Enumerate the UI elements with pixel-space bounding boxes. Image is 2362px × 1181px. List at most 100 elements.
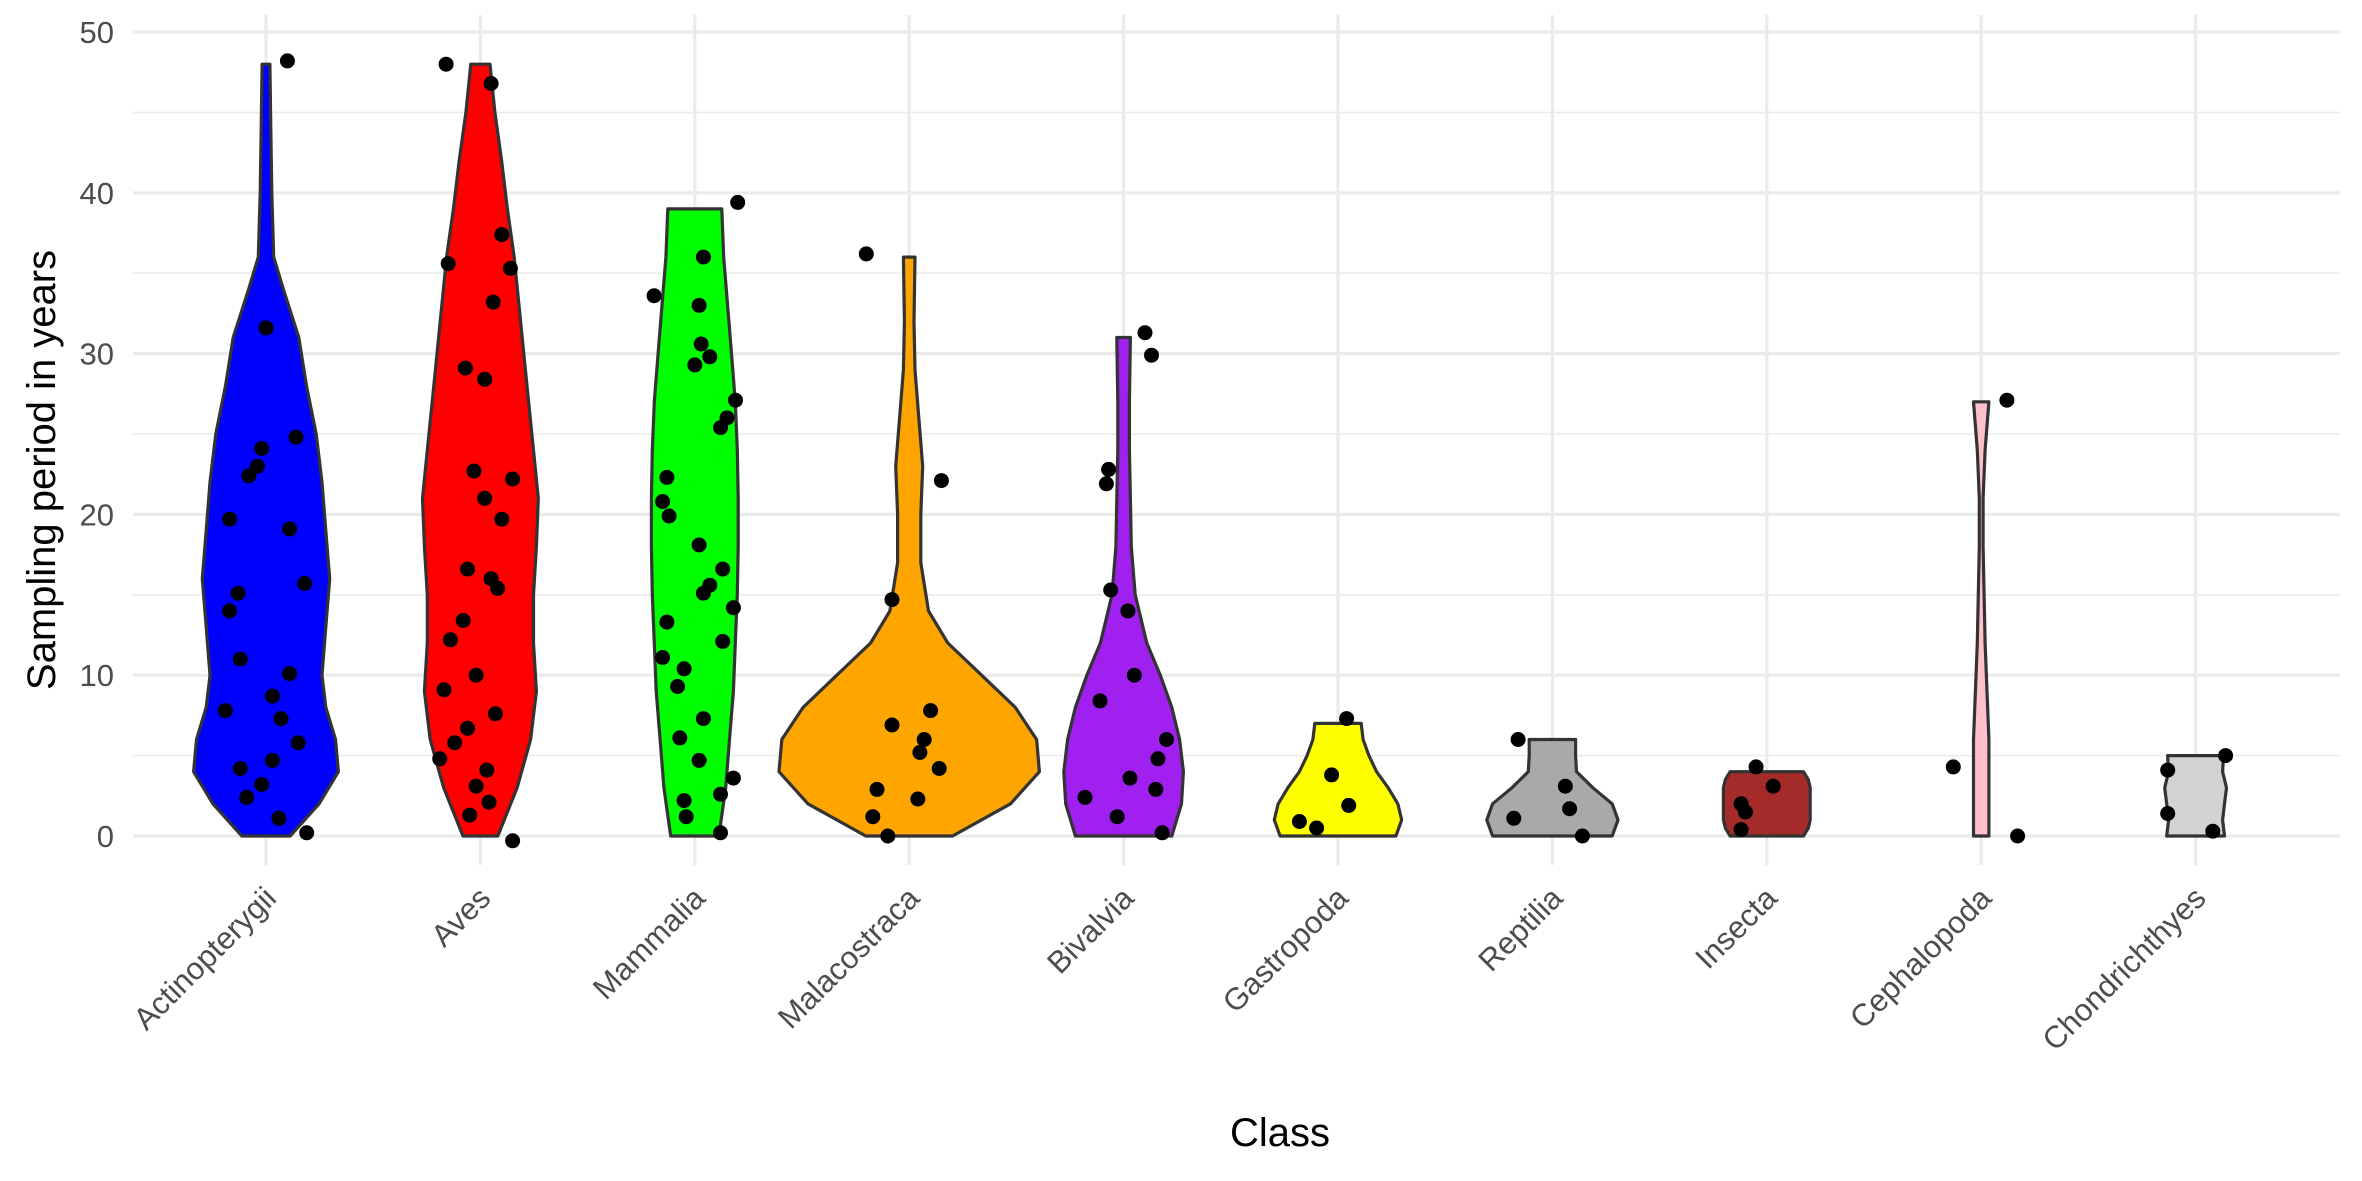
data-point-insecta [1765,778,1781,794]
data-point-actinopterygii [222,603,238,619]
data-point-mammalia [659,614,675,630]
data-point-aves [505,833,521,849]
data-point-chondrichthyes [2160,762,2176,778]
data-point-bivalvia [1137,325,1153,341]
data-point-aves [460,720,475,736]
x-tick-label: Chondrichthyes [2035,880,2212,1057]
data-point-aves [462,807,478,823]
data-point-aves [460,561,475,577]
data-point-aves [481,794,497,810]
y-tick-label: 0 [97,819,114,854]
data-point-actinopterygii [217,703,233,719]
data-point-mammalia [728,392,743,408]
data-point-gastropoda [1339,711,1355,727]
data-point-aves [455,613,471,628]
x-tick-label: Cephalopoda [1843,880,1999,1036]
data-point-actinopterygii [222,511,238,527]
data-point-mammalia [678,809,694,825]
data-point-gastropoda [1291,814,1307,829]
violin-gastropoda [1272,721,1404,838]
y-tick-label: 40 [80,176,114,211]
data-point-mammalia [695,585,711,601]
data-point-actinopterygii [297,576,313,591]
data-point-malacostraca [933,473,949,489]
data-point-cephalopoda [1999,392,2015,408]
data-point-actinopterygii [232,761,248,776]
x-tick-label: Bivalvia [1040,880,1141,981]
data-point-aves [447,735,463,751]
data-point-chondrichthyes [2218,748,2234,764]
data-point-mammalia [730,194,746,210]
data-point-reptilia [1506,810,1522,826]
data-point-actinopterygii [258,320,274,336]
data-point-mammalia [725,770,741,786]
data-point-mammalia [691,297,707,313]
data-point-malacostraca [916,732,932,747]
data-point-actinopterygii [271,810,287,826]
data-point-mammalia [655,650,671,665]
data-point-mammalia [693,336,709,352]
y-tick-label: 50 [80,15,114,50]
data-point-actinopterygii [288,429,304,445]
data-point-bivalvia [1101,461,1117,477]
data-point-bivalvia [1077,789,1093,805]
data-point-gastropoda [1324,767,1340,783]
x-tick-label: Actinopterygii [127,880,283,1036]
data-point-insecta [1748,759,1764,775]
violins [192,62,2229,838]
data-point-reptilia [1510,732,1526,747]
data-point-mammalia [691,752,707,768]
violin-bivalvia [1062,335,1185,838]
data-point-mammalia [670,679,686,694]
data-point-aves [466,463,482,479]
data-point-actinopterygii [282,666,298,682]
y-axis-tick-labels: 0 10 20 30 40 50 [80,15,114,854]
data-point-mammalia [713,825,728,841]
data-point-actinopterygii [232,651,248,667]
data-point-mammalia [646,288,662,304]
data-point-bivalvia [1144,347,1159,363]
data-point-actinopterygii [241,468,257,484]
data-point-insecta [1733,822,1749,838]
data-point-aves [494,227,510,243]
data-point-malacostraca [869,781,885,797]
data-point-aves [477,371,493,387]
data-point-actinopterygii [264,752,280,768]
data-point-bivalvia [1092,693,1108,709]
x-tick-label: Gastropoda [1216,880,1356,1020]
data-point-aves [483,76,499,91]
data-point-aves [432,751,448,767]
x-tick-label: Insecta [1688,880,1784,976]
data-point-bivalvia [1109,809,1125,825]
data-point-actinopterygii [254,777,270,792]
x-tick-label: Reptilia [1471,880,1569,978]
data-point-aves [468,778,484,794]
data-point-aves [468,667,484,683]
data-point-mammalia [655,494,671,509]
data-point-mammalia [661,508,677,524]
data-point-aves [457,360,473,376]
data-point-actinopterygii [264,688,280,704]
x-tick-label: Mammalia [586,880,712,1006]
violin-malacostraca [777,255,1041,838]
data-point-mammalia [695,711,711,727]
data-point-actinopterygii [282,521,298,537]
data-point-reptilia [1557,778,1573,794]
x-axis-title: Class [1230,1111,1330,1155]
data-point-bivalvia [1098,476,1114,492]
data-point-mammalia [676,793,692,809]
data-point-actinopterygii [299,825,315,841]
data-point-actinopterygii [273,711,289,727]
data-point-aves [502,260,518,276]
y-tick-label: 10 [80,658,114,693]
data-point-chondrichthyes [2160,806,2176,821]
data-point-cephalopoda [2010,828,2026,844]
violin-cephalopoda [1971,400,1991,838]
data-point-reptilia [1562,801,1578,817]
data-point-aves [494,511,510,527]
data-point-aves [477,490,493,506]
data-point-gastropoda [1309,820,1325,836]
data-point-gastropoda [1341,797,1357,813]
data-point-actinopterygii [254,441,270,456]
y-tick-label: 30 [80,337,114,372]
